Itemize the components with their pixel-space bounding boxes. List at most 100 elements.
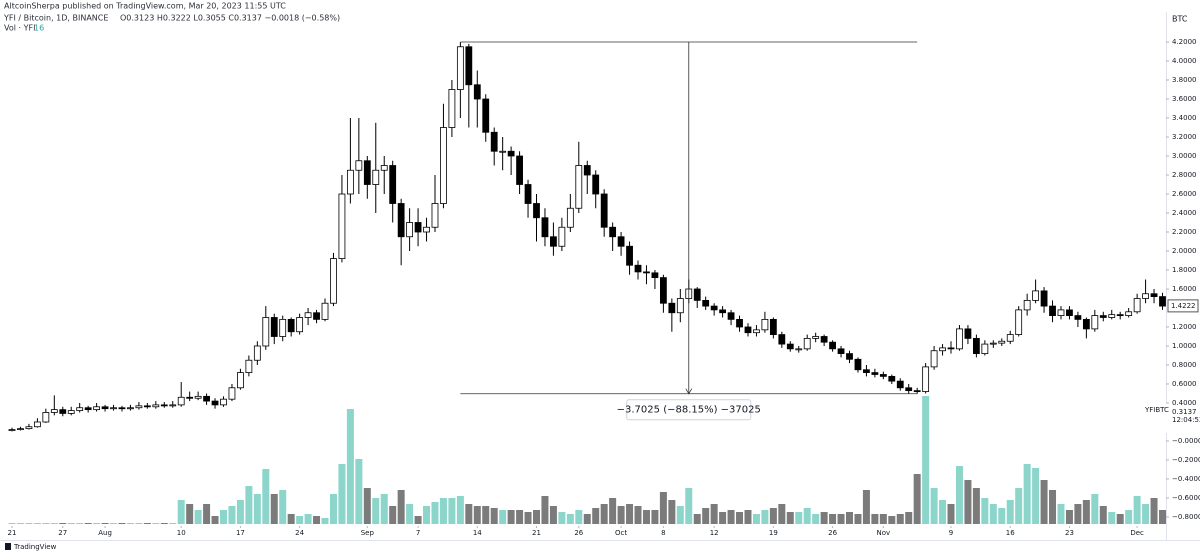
candle-body	[93, 406, 101, 411]
volume-bar	[1099, 506, 1107, 524]
volume-bar	[930, 488, 938, 524]
candle-body	[380, 165, 388, 171]
volume-bar	[194, 510, 202, 524]
volume-bar	[685, 488, 693, 524]
volume-bar	[786, 512, 794, 524]
candle-body	[972, 337, 980, 354]
candle-body	[1142, 293, 1149, 299]
volume-bar	[25, 523, 33, 524]
volume-bar	[473, 506, 481, 524]
volume-bar	[541, 496, 549, 524]
volume-layer	[8, 396, 1167, 524]
publisher: AltcoinSherpa published on TradingView.c…	[4, 2, 286, 11]
volume-bar	[888, 516, 896, 524]
y-tick-label: −0.8000	[1172, 513, 1200, 521]
volume-bar	[1023, 464, 1031, 524]
logo-mark	[5, 543, 11, 550]
candle-body	[643, 271, 650, 274]
candle-body	[964, 328, 972, 339]
x-tick-label: 7	[416, 529, 420, 537]
candle-body	[609, 226, 617, 238]
candle-body	[516, 155, 523, 185]
candle-body	[211, 400, 219, 406]
y-tick-label: 0.6000	[1172, 380, 1197, 388]
candle-body	[634, 264, 642, 273]
x-tick-label: 19	[769, 529, 778, 537]
volume-bar	[143, 523, 151, 524]
volume-bar	[769, 508, 777, 524]
y-tick-label: −0.4000	[1172, 475, 1200, 483]
candle-body	[795, 348, 803, 351]
x-tick-label: Nov	[877, 529, 891, 537]
x-tick-label: 14	[473, 529, 482, 537]
candle-body	[863, 369, 870, 373]
volume-bar	[160, 523, 168, 524]
y-tick-label: 1.0000	[1172, 342, 1197, 350]
volume-bar	[693, 514, 701, 524]
volume-bar	[126, 523, 134, 524]
candle-body	[490, 131, 498, 152]
volume-bar	[270, 494, 278, 524]
candle-body	[533, 203, 540, 219]
volume-bar	[431, 502, 439, 524]
candle-body	[160, 404, 168, 407]
candle-body	[1091, 315, 1099, 330]
candle-body	[33, 421, 41, 428]
volume-bar	[482, 506, 490, 524]
candle-body	[981, 343, 989, 354]
x-tick-label: Oct	[615, 529, 627, 537]
volume-bar	[456, 496, 464, 524]
y-tick-label: −0.6000	[1172, 494, 1200, 502]
candle-body	[888, 375, 896, 382]
y-tick-label: 0.8000	[1172, 361, 1197, 369]
y-tick-label: 3.8000	[1172, 76, 1197, 84]
volume-bar	[634, 506, 642, 524]
candle-body	[296, 317, 304, 333]
volume-bar	[465, 504, 473, 524]
volume-bar	[659, 492, 667, 524]
candle-body	[473, 84, 481, 100]
volume-bar	[287, 514, 295, 524]
y-tick-label: 1.8000	[1172, 266, 1197, 274]
volume-bar	[1108, 512, 1116, 524]
volume-bar	[1040, 480, 1048, 524]
volume-bar	[752, 514, 760, 524]
candle-body	[50, 409, 58, 413]
candle-body	[397, 203, 405, 238]
candle-body	[566, 207, 574, 228]
candle-body	[1023, 299, 1031, 311]
volume-bar	[803, 508, 811, 524]
x-tick-label: 23	[1065, 529, 1074, 537]
volume-bar	[304, 514, 312, 524]
volume-bar	[50, 523, 58, 524]
candle-body	[465, 46, 473, 86]
volume-bar	[76, 523, 84, 524]
x-tick-label: Dec	[1130, 529, 1144, 537]
volume-bar	[1125, 510, 1133, 524]
volume-bar	[211, 516, 219, 524]
y-tick-label: −0.0000	[1172, 437, 1200, 445]
last-price-label: 1.4222	[1171, 302, 1196, 310]
candle-body	[727, 312, 735, 320]
volume-bar	[566, 514, 574, 524]
volume-bar	[981, 498, 989, 524]
candle-body	[846, 353, 853, 360]
volume-bar	[228, 506, 236, 524]
candle-body	[753, 329, 760, 334]
y-tick-label: 2.0000	[1172, 247, 1197, 255]
candle-body	[245, 359, 253, 373]
candle-body	[659, 277, 667, 304]
volume-bar	[59, 523, 67, 524]
symbol: YFI / Bitcoin, 1D, BINANCE	[3, 14, 108, 23]
candle-body	[1082, 318, 1090, 330]
candle-body	[321, 302, 329, 320]
candle-body	[583, 165, 591, 176]
candle-body	[440, 127, 447, 204]
volume-bar	[507, 510, 515, 524]
candle-body	[719, 309, 727, 314]
volume-bar	[964, 480, 972, 524]
candle-body	[59, 409, 67, 414]
candle-body	[1074, 315, 1082, 320]
candle-body	[118, 407, 126, 410]
candle-body	[896, 380, 904, 389]
